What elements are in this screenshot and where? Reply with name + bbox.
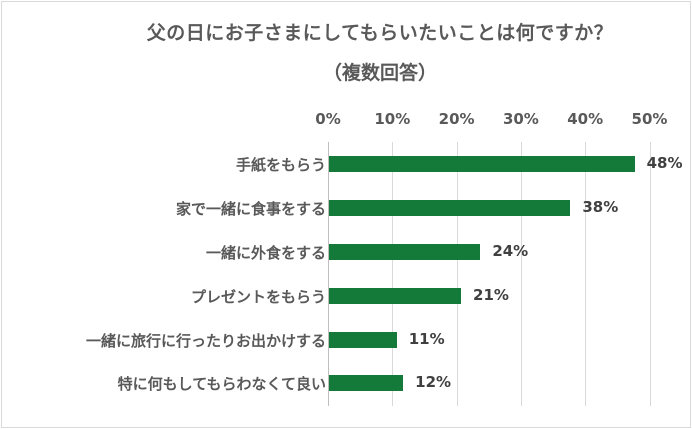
value-label: 11%	[408, 330, 445, 348]
category-label: 一緒に旅行に行ったりお出かけする	[85, 332, 326, 350]
value-label: 24%	[492, 242, 529, 260]
category-label: プレゼントをもらう	[190, 288, 326, 306]
x-tick-label: 40%	[567, 110, 604, 128]
x-tick-label: 10%	[374, 110, 411, 128]
value-label: 38%	[582, 198, 619, 216]
gridline	[457, 142, 458, 406]
gridline	[650, 142, 651, 406]
bar	[329, 156, 635, 172]
bar	[329, 375, 404, 391]
bar	[329, 200, 571, 216]
x-tick-label: 50%	[631, 110, 668, 128]
gridline	[521, 142, 522, 406]
category-label: 手紙をもらう	[235, 156, 326, 174]
gridline	[392, 142, 393, 406]
value-label: 21%	[473, 286, 509, 304]
category-label: 家で一緒に食事をする	[175, 200, 326, 218]
chart-title: 父の日にお子さまにしてもらいたいことは何ですか？	[146, 22, 614, 44]
bar	[329, 288, 462, 304]
category-label: 特に何もしてもらわなくて良い	[117, 375, 326, 393]
bar	[329, 332, 397, 348]
chart-subtitle: （複数回答）	[322, 62, 437, 84]
value-label: 12%	[415, 373, 452, 391]
x-tick-label: 0%	[315, 110, 341, 128]
x-tick-label: 20%	[438, 110, 475, 128]
x-tick-label: 30%	[502, 110, 539, 128]
gridline	[585, 142, 586, 406]
bar	[329, 244, 481, 260]
category-label: 一緒に外食をする	[205, 244, 326, 262]
y-axis-line	[328, 142, 329, 406]
value-label: 48%	[646, 154, 683, 172]
